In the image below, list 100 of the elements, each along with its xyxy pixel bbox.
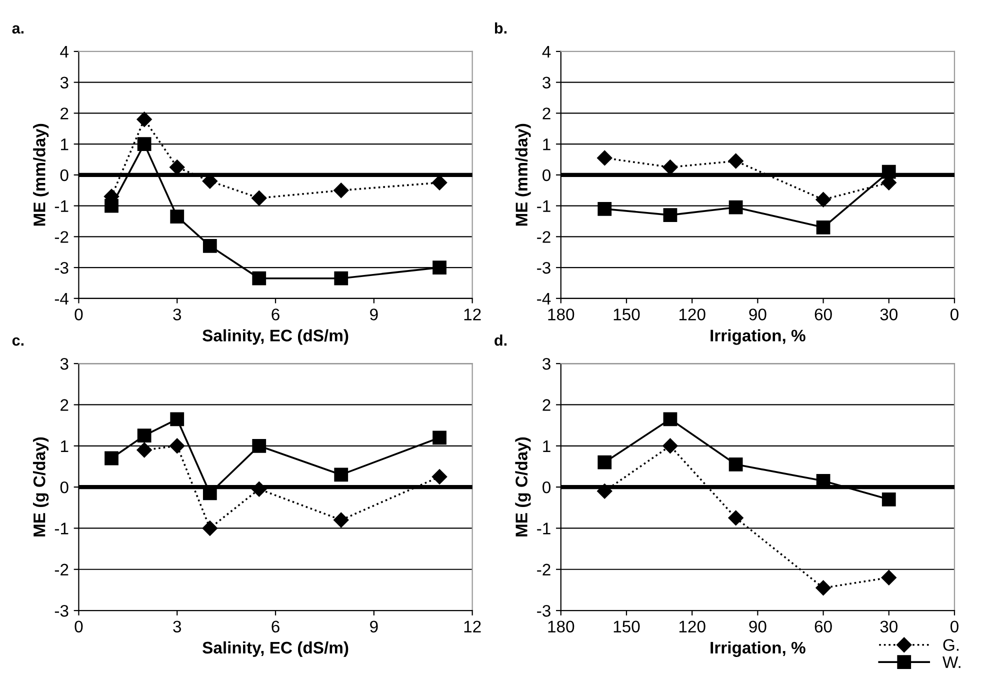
y-tick-label: -3 xyxy=(537,604,550,617)
y-tick-label: 3 xyxy=(542,358,550,370)
point xyxy=(252,271,266,286)
point xyxy=(170,210,184,224)
y-tick-label: -1 xyxy=(537,200,550,212)
x-tick-label: 0 xyxy=(950,308,958,320)
point xyxy=(598,202,612,216)
y-tick-label: -1 xyxy=(54,522,68,534)
point xyxy=(882,164,896,179)
y-axis-title: ME (g C/day) xyxy=(515,437,531,536)
y-tick-label: 4 xyxy=(60,46,69,58)
point xyxy=(728,200,743,214)
x-tick-label: 6 xyxy=(272,620,280,633)
y-tick-label: -4 xyxy=(54,292,69,304)
x-tick-label: 150 xyxy=(614,308,640,320)
x-tick-label: 0 xyxy=(950,620,958,633)
point xyxy=(663,208,678,222)
point xyxy=(334,182,349,198)
chart-title: a. xyxy=(12,25,24,34)
legend-label: G. xyxy=(943,639,959,651)
x-tick-label: 9 xyxy=(370,620,378,633)
point xyxy=(104,451,118,466)
point xyxy=(137,428,152,443)
point xyxy=(137,137,152,152)
legend-label: W. xyxy=(942,656,960,668)
point xyxy=(334,512,349,528)
y-axis-title: ME (g C/day) xyxy=(33,437,49,536)
point xyxy=(816,580,831,596)
y-tick-label: 0 xyxy=(60,481,68,494)
y-tick-label: 2 xyxy=(542,399,550,411)
point xyxy=(598,455,612,470)
y-tick-label: 1 xyxy=(543,138,550,150)
x-tick-label: 60 xyxy=(814,308,832,320)
y-tick-label: 0 xyxy=(542,169,551,182)
y-tick-label: 2 xyxy=(60,108,68,120)
y-tick-label: 3 xyxy=(60,76,68,89)
y-tick-label: -2 xyxy=(54,564,68,576)
point xyxy=(334,271,348,286)
y-tick-label: -3 xyxy=(54,604,68,617)
point xyxy=(170,438,185,454)
x-tick-label: 3 xyxy=(173,620,182,633)
y-axis-title: ME (mm/day) xyxy=(515,124,531,226)
point xyxy=(881,570,896,586)
point xyxy=(728,457,743,472)
y-tick-label: 0 xyxy=(542,481,551,494)
point xyxy=(432,430,446,445)
x-tick-label: 30 xyxy=(880,308,898,320)
point xyxy=(252,190,267,206)
point xyxy=(816,192,831,208)
y-tick-label: 3 xyxy=(542,76,550,89)
y-tick-label: -2 xyxy=(537,231,550,243)
y-tick-label: -1 xyxy=(54,200,68,212)
point xyxy=(136,112,152,127)
x-tick-label: 9 xyxy=(370,308,378,320)
x-tick-label: 12 xyxy=(464,308,481,320)
chart-title: c. xyxy=(12,337,24,346)
point xyxy=(662,160,678,175)
point xyxy=(252,438,266,453)
x-tick-label: 3 xyxy=(173,308,182,320)
x-tick-label: 12 xyxy=(464,620,481,632)
point xyxy=(882,492,896,506)
x-tick-label: 30 xyxy=(880,620,898,633)
x-tick-label: 0 xyxy=(74,620,83,633)
x-axis-title: Irrigation, % xyxy=(710,641,806,657)
y-tick-label: 2 xyxy=(542,108,550,120)
point xyxy=(728,153,744,169)
x-tick-label: 180 xyxy=(548,308,574,320)
point xyxy=(432,260,446,274)
point xyxy=(252,482,267,497)
point xyxy=(170,412,184,426)
y-tick-label: 2 xyxy=(60,399,68,411)
chart-title: d. xyxy=(494,334,506,346)
point xyxy=(663,412,678,426)
x-tick-label: 90 xyxy=(749,308,766,320)
point xyxy=(432,469,448,484)
y-tick-label: -2 xyxy=(54,231,68,243)
point xyxy=(597,484,612,499)
point xyxy=(136,442,152,458)
y-tick-label: 1 xyxy=(61,440,68,452)
y-axis-title: ME (mm/day) xyxy=(33,124,49,226)
x-tick-label: 60 xyxy=(814,620,832,633)
point xyxy=(170,160,185,175)
x-axis-title: Salinity, EC (dS/m) xyxy=(202,641,348,657)
y-tick-label: -1 xyxy=(537,522,550,534)
y-tick-label: 1 xyxy=(61,138,68,150)
x-tick-label: 150 xyxy=(614,620,640,633)
y-tick-label: -3 xyxy=(537,262,550,274)
x-axis-title: Irrigation, % xyxy=(710,329,806,345)
point xyxy=(202,520,218,536)
x-tick-label: 180 xyxy=(548,620,574,633)
point xyxy=(662,438,678,454)
point xyxy=(202,238,217,253)
y-tick-label: 1 xyxy=(543,440,550,452)
y-tick-label: 3 xyxy=(60,358,68,370)
x-axis-title: Salinity, EC (dS/m) xyxy=(202,329,348,345)
chart-title: b. xyxy=(494,22,506,34)
y-tick-label: -2 xyxy=(537,564,550,576)
point xyxy=(728,510,744,526)
y-tick-label: -3 xyxy=(54,262,68,274)
y-tick-label: -4 xyxy=(537,292,551,304)
